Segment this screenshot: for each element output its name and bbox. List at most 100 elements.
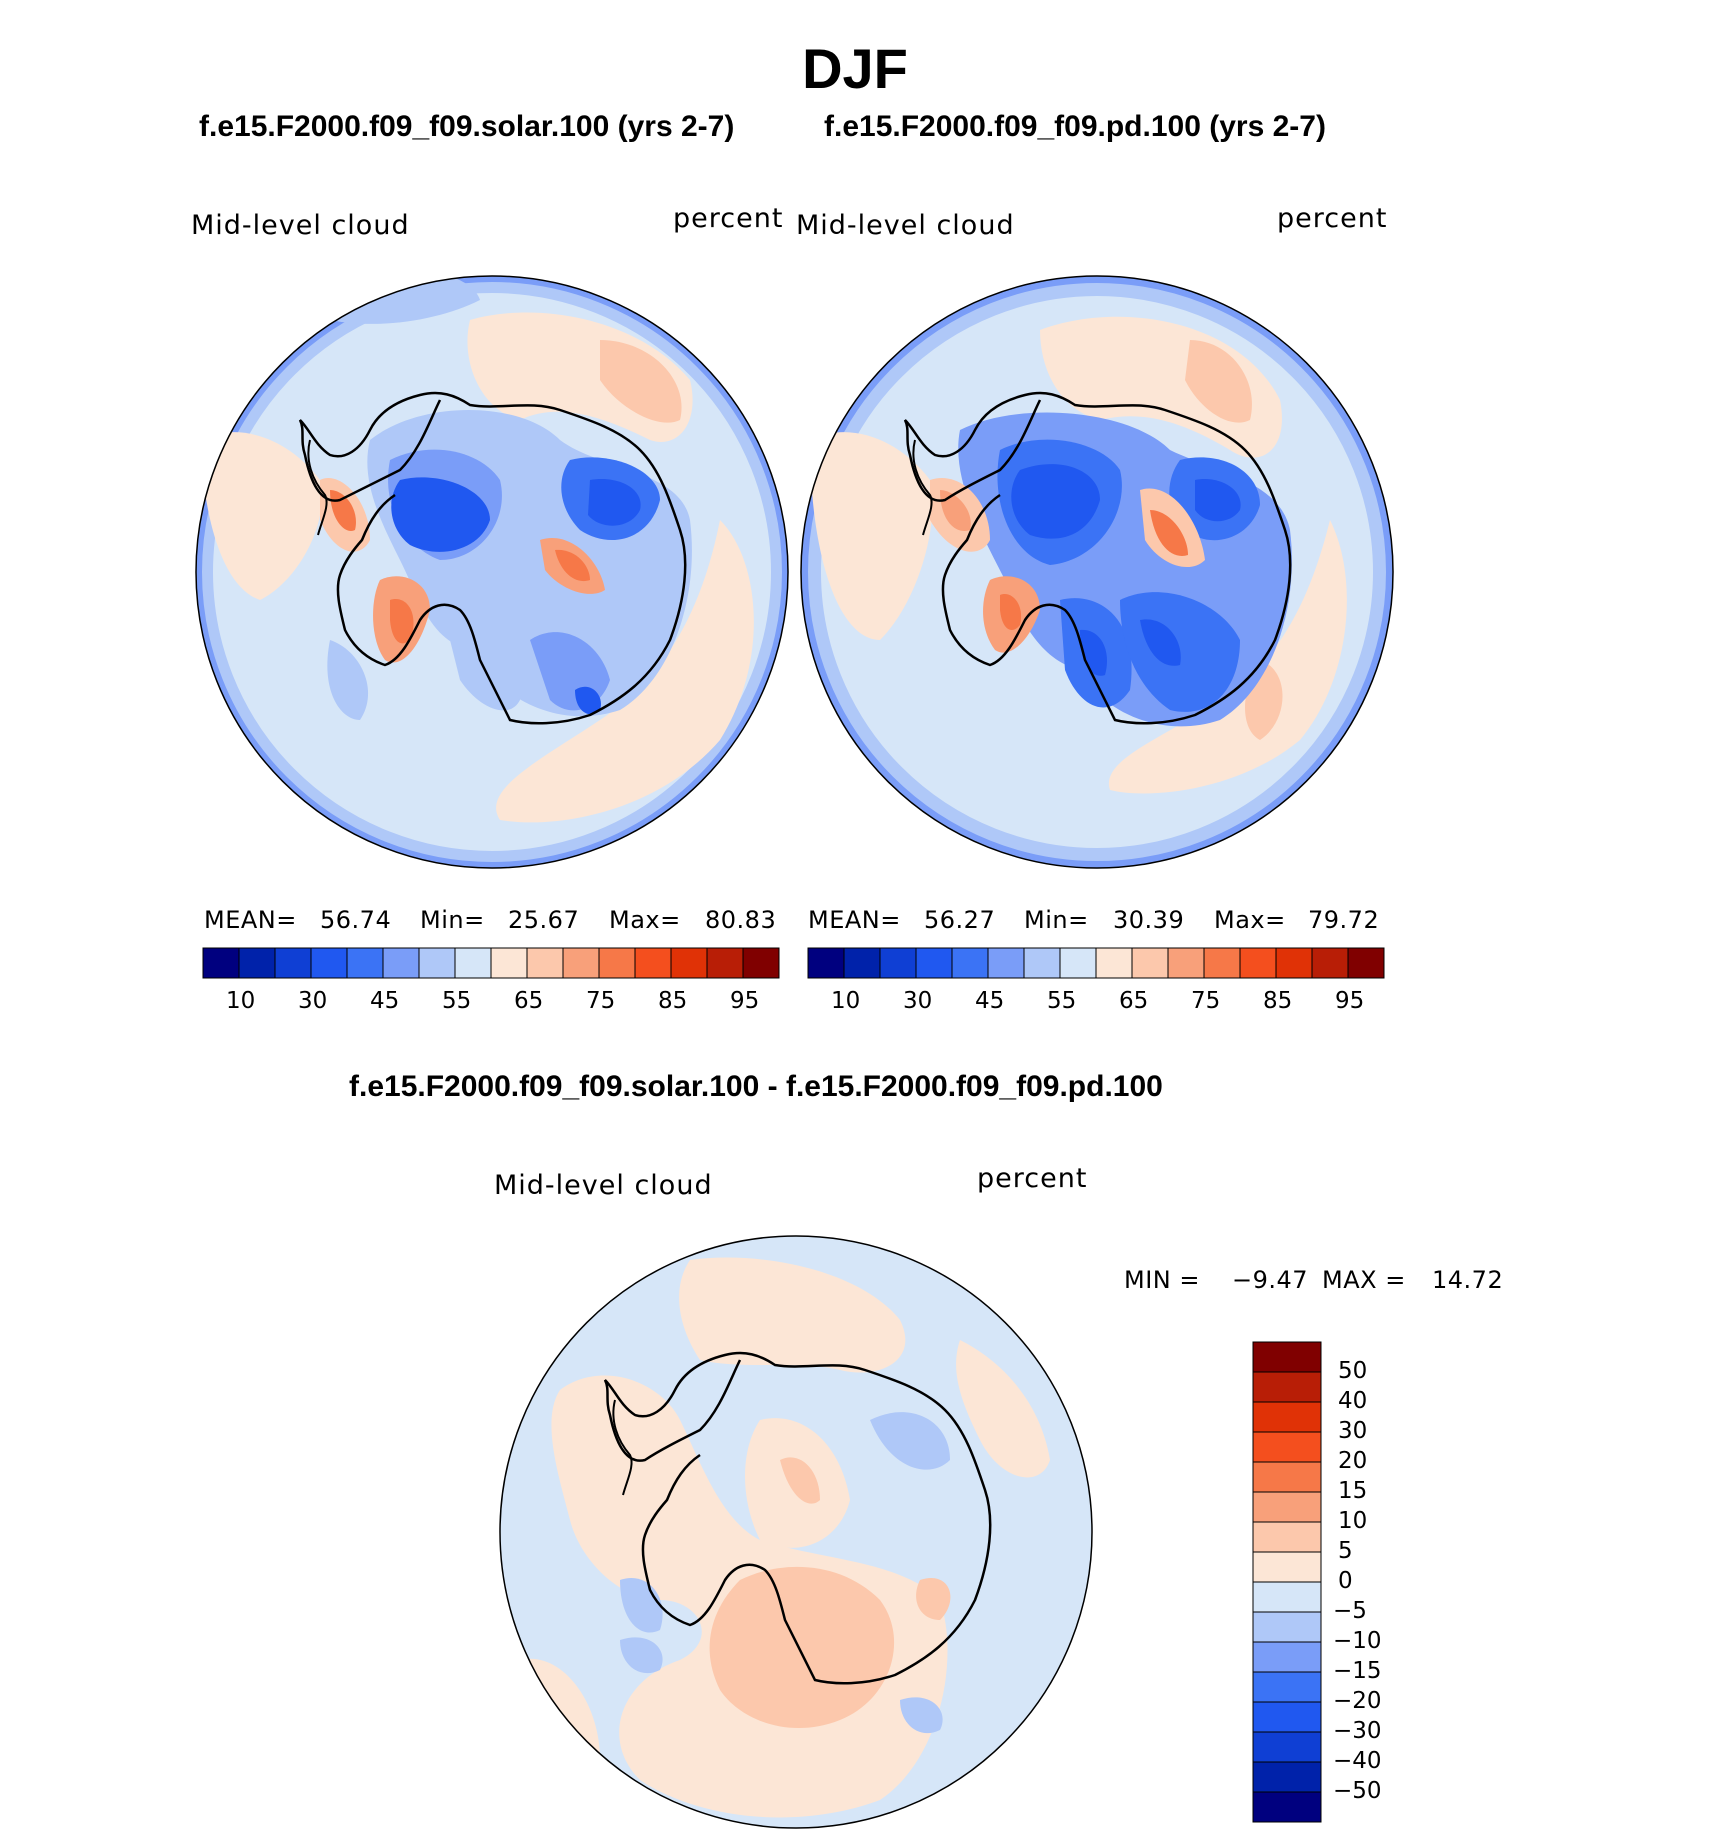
map3-region bbox=[780, 1457, 820, 1504]
map3-region bbox=[916, 1578, 951, 1620]
cb1-swatch bbox=[202, 947, 240, 979]
map2-region bbox=[940, 490, 971, 531]
cb1-swatch bbox=[742, 947, 780, 979]
cb2-swatch bbox=[879, 947, 917, 979]
map2-border bbox=[800, 275, 1394, 869]
cb3-swatch bbox=[1252, 1791, 1322, 1823]
panel2-max-label: Max= bbox=[1214, 906, 1286, 934]
cb1-swatch bbox=[634, 947, 672, 979]
map1-region bbox=[327, 640, 369, 720]
cb3-tick: −40 bbox=[1333, 1748, 1382, 1774]
diff-max-value: 14.72 bbox=[1432, 1266, 1504, 1294]
cb3-tick: −30 bbox=[1333, 1718, 1382, 1744]
cb2-swatch bbox=[1203, 947, 1241, 979]
map1-region bbox=[600, 340, 682, 423]
cb3-tick: −5 bbox=[1333, 1598, 1367, 1624]
cb3-tick: 0 bbox=[1338, 1568, 1353, 1594]
cb2-swatch bbox=[1095, 947, 1133, 979]
diff-min-label: MIN = bbox=[1124, 1266, 1200, 1294]
cb3-tick: −20 bbox=[1333, 1688, 1382, 1714]
cb1-swatch bbox=[490, 947, 528, 979]
cb1-tick: 55 bbox=[442, 988, 472, 1014]
panel2-max-value: 79.72 bbox=[1308, 906, 1380, 934]
map2-region bbox=[1000, 594, 1022, 630]
cb3-swatch bbox=[1252, 1341, 1322, 1373]
cb1-tick: 95 bbox=[730, 988, 760, 1014]
cb1-tick: 45 bbox=[370, 988, 400, 1014]
cb1-swatch bbox=[382, 947, 420, 979]
figure-title: DJF bbox=[802, 37, 908, 100]
map3-border bbox=[499, 1235, 1093, 1829]
panel1-units-label: percent bbox=[673, 203, 784, 234]
cb3-swatch bbox=[1252, 1461, 1322, 1493]
panel2-mean-value: 56.27 bbox=[924, 906, 996, 934]
panel2-case-title: f.e15.F2000.f09_f09.pd.100 (yrs 2-7) bbox=[824, 110, 1326, 143]
cb2-tick: 95 bbox=[1335, 988, 1365, 1014]
panel1-mean-label: MEAN= bbox=[204, 906, 297, 934]
cb2-tick: 45 bbox=[975, 988, 1005, 1014]
cb3-swatch bbox=[1252, 1611, 1322, 1643]
colorbars bbox=[202, 947, 1385, 1823]
cb3-swatch bbox=[1252, 1641, 1322, 1673]
map2-region bbox=[810, 432, 933, 640]
map-panel-diff bbox=[500, 1236, 1092, 1828]
panel1-mean-value: 56.74 bbox=[320, 906, 392, 934]
cb1-tick: 75 bbox=[586, 988, 616, 1014]
cb3-tick: 20 bbox=[1338, 1448, 1368, 1474]
cb2-swatch bbox=[1275, 947, 1313, 979]
map1-region bbox=[391, 477, 490, 552]
cb1-swatch bbox=[670, 947, 708, 979]
panel2-min-label: Min= bbox=[1024, 906, 1089, 934]
cb1-tick: 65 bbox=[514, 988, 544, 1014]
map1-region bbox=[450, 637, 520, 711]
diff-min-value: −9.47 bbox=[1232, 1266, 1309, 1294]
cb2-tick: 85 bbox=[1263, 988, 1293, 1014]
cb3-tick: 15 bbox=[1338, 1478, 1368, 1504]
cb2-tick: 75 bbox=[1191, 988, 1221, 1014]
cb2-tick: 65 bbox=[1119, 988, 1149, 1014]
diff-max-label: MAX = bbox=[1322, 1266, 1406, 1294]
cb2-tick: 55 bbox=[1047, 988, 1077, 1014]
cb2-swatch bbox=[1023, 947, 1061, 979]
cb1-swatch bbox=[238, 947, 276, 979]
cb2-swatch bbox=[807, 947, 845, 979]
cb2-swatch bbox=[843, 947, 881, 979]
map1-region bbox=[575, 686, 601, 715]
cb3-swatch bbox=[1252, 1551, 1322, 1583]
cb2-tick: 30 bbox=[903, 988, 933, 1014]
cb3-swatch bbox=[1252, 1401, 1322, 1433]
diff-title: f.e15.F2000.f09_f09.solar.100 - f.e15.F2… bbox=[349, 1070, 1163, 1103]
map3-region bbox=[620, 1637, 663, 1674]
cb3-swatch bbox=[1252, 1581, 1322, 1613]
cb2-swatch bbox=[1239, 947, 1277, 979]
map3-region bbox=[709, 1566, 895, 1729]
panel1-min-value: 25.67 bbox=[508, 906, 580, 934]
cb1-tick: 10 bbox=[226, 988, 256, 1014]
map2-region bbox=[1140, 619, 1181, 666]
cb3-swatch bbox=[1252, 1371, 1322, 1403]
cb3-tick: −10 bbox=[1333, 1628, 1382, 1654]
panel1-case-title: f.e15.F2000.f09_f09.solar.100 (yrs 2-7) bbox=[199, 110, 735, 143]
map1-peninsula-coast bbox=[307, 439, 328, 536]
map-panel-2 bbox=[801, 276, 1393, 868]
map3-region bbox=[956, 1340, 1050, 1478]
cb2-swatch bbox=[1311, 947, 1349, 979]
cb1-swatch bbox=[310, 947, 348, 979]
map1-coastline bbox=[298, 391, 687, 725]
panel1-max-label: Max= bbox=[609, 906, 681, 934]
cb2-swatch bbox=[1347, 947, 1385, 979]
map3-region bbox=[900, 1697, 943, 1734]
cb3-tick: 40 bbox=[1338, 1388, 1368, 1414]
cb3-swatch bbox=[1252, 1761, 1322, 1793]
map2-region bbox=[1195, 479, 1241, 522]
panel1-min-label: Min= bbox=[420, 906, 485, 934]
cb1-swatch bbox=[562, 947, 600, 979]
cb1-swatch bbox=[598, 947, 636, 979]
map1-border bbox=[195, 275, 789, 869]
map3-coastline bbox=[603, 1351, 992, 1685]
map2-peninsula-coast bbox=[912, 439, 933, 536]
map1-region bbox=[200, 432, 322, 600]
map2-region bbox=[1185, 340, 1252, 423]
panel1-max-value: 80.83 bbox=[705, 906, 777, 934]
